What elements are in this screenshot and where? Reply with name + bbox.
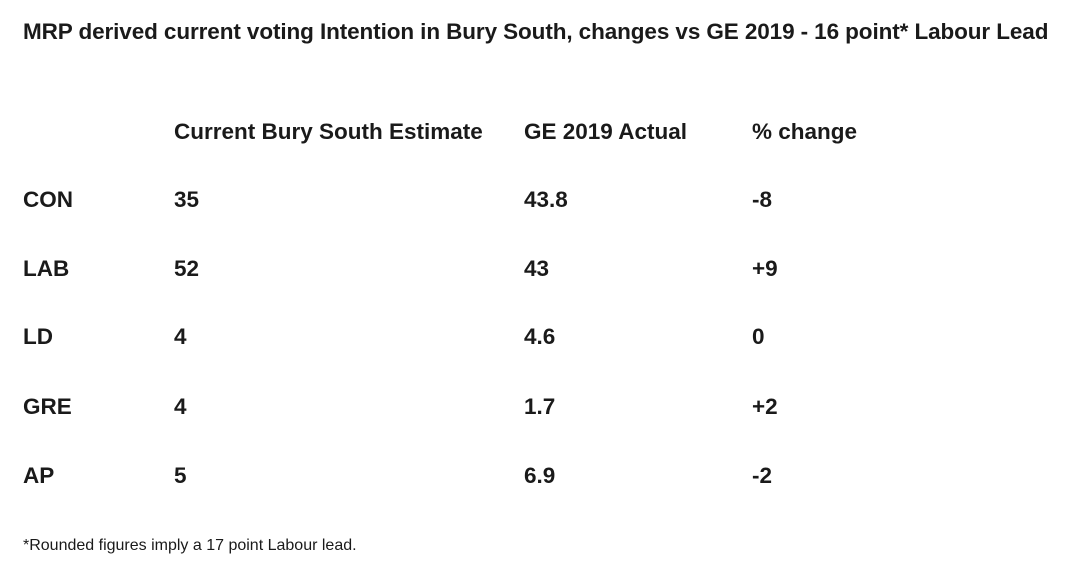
estimate-value: 35 (174, 187, 200, 212)
change-value: +9 (752, 256, 778, 281)
chart-title: MRP derived current voting Intention in … (23, 19, 1049, 44)
party-label: LD (23, 324, 53, 349)
change-value: +2 (752, 394, 778, 419)
actual-value: 4.6 (524, 324, 556, 349)
column-header-actual: GE 2019 Actual (524, 119, 687, 144)
estimate-value: 4 (174, 394, 187, 419)
change-value: -8 (752, 187, 773, 212)
estimate-value: 4 (174, 324, 187, 349)
column-header-estimate: Current Bury South Estimate (174, 119, 483, 144)
estimate-value: 5 (174, 463, 187, 488)
party-label: GRE (23, 394, 72, 419)
party-label: LAB (23, 256, 70, 281)
change-value: 0 (752, 324, 765, 349)
footnote: *Rounded figures imply a 17 point Labour… (23, 537, 357, 554)
actual-value: 43.8 (524, 187, 568, 212)
actual-value: 6.9 (524, 463, 556, 488)
column-header-change: % change (752, 119, 858, 144)
estimate-value: 52 (174, 256, 200, 281)
party-label: CON (23, 187, 73, 212)
party-label: AP (23, 463, 55, 488)
actual-value: 43 (524, 256, 550, 281)
change-value: -2 (752, 463, 773, 488)
actual-value: 1.7 (524, 394, 556, 419)
